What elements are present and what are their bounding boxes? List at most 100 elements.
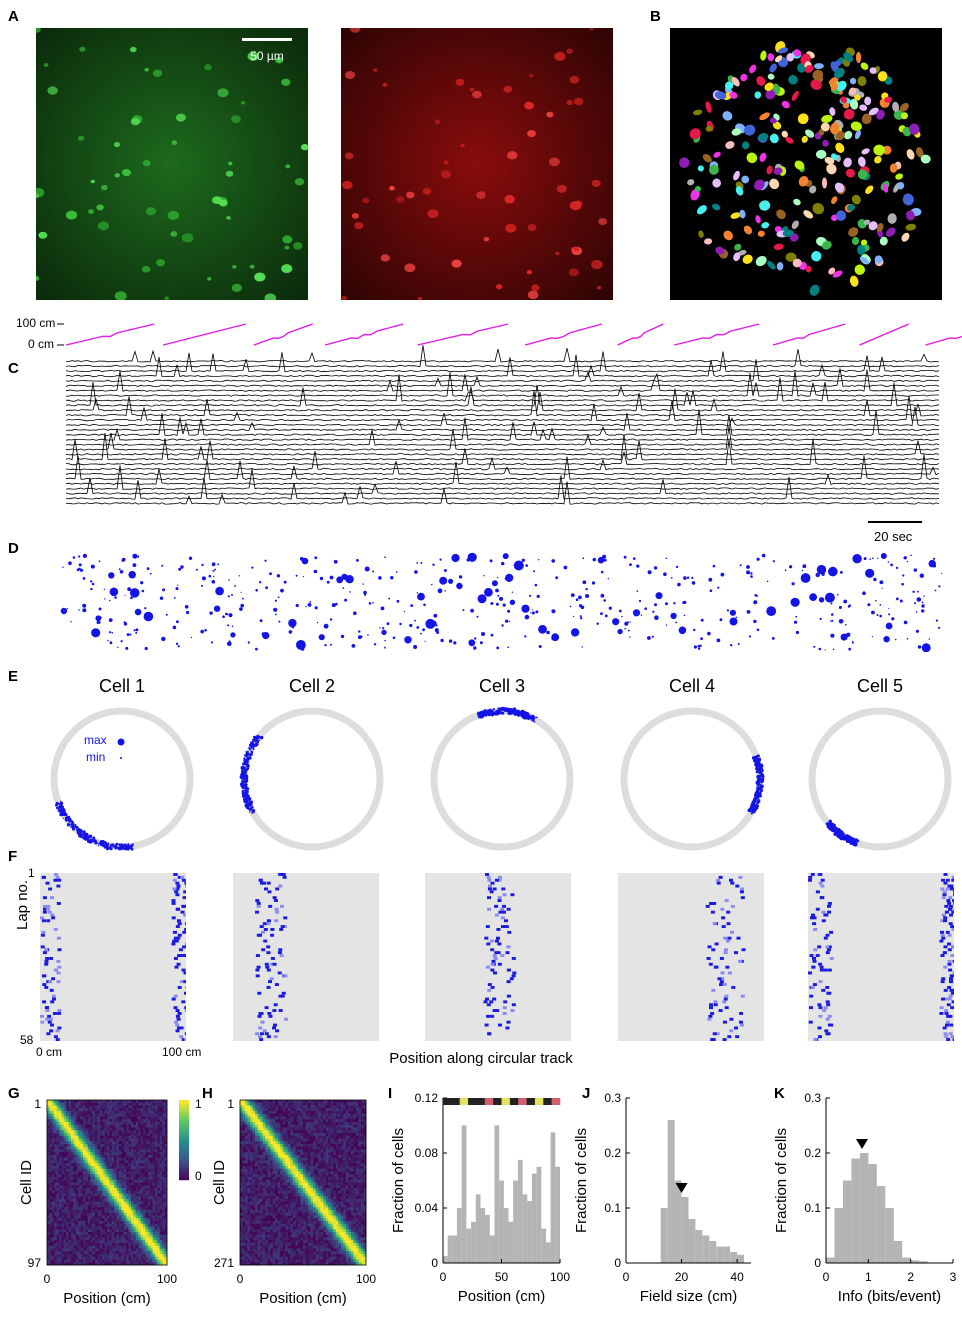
event-dot xyxy=(511,591,513,593)
heatmap-cell xyxy=(116,1133,120,1137)
heatmap-cell xyxy=(90,1157,93,1161)
heatmap-cell xyxy=(150,1174,153,1178)
heatmap-cell xyxy=(68,1201,72,1205)
heatmap-cell xyxy=(87,1196,91,1200)
event-dot xyxy=(288,618,297,628)
event-dot xyxy=(647,570,652,575)
heatmap-cell xyxy=(78,1212,81,1216)
heatmap-cell xyxy=(116,1223,120,1227)
roi-cell xyxy=(829,107,836,116)
event-dot xyxy=(404,636,412,644)
lap-event-bin xyxy=(51,977,56,981)
event-dot xyxy=(56,802,59,806)
roi-cell xyxy=(714,91,727,100)
roi-cell xyxy=(851,194,861,205)
heatmap-cell xyxy=(114,1127,117,1131)
heatmap-cell xyxy=(95,1157,98,1161)
lap-event-bin xyxy=(277,971,282,975)
heatmap-cell xyxy=(145,1119,149,1123)
heatmap-cell xyxy=(66,1155,69,1159)
event-dot xyxy=(97,844,100,847)
event-dot xyxy=(82,608,87,613)
heatmap-cell xyxy=(138,1135,141,1139)
heatmap-cell xyxy=(71,1100,74,1104)
event-dot xyxy=(575,598,579,601)
heatmap-cell xyxy=(87,1168,91,1172)
heatmap-cell xyxy=(104,1160,108,1164)
heatmap-cell xyxy=(59,1144,62,1148)
heatmap-cell xyxy=(75,1179,79,1183)
event-dot xyxy=(839,835,842,837)
roi-cell xyxy=(850,121,862,131)
event-dot xyxy=(848,647,852,651)
event-dot xyxy=(517,712,520,715)
heatmap-cell xyxy=(47,1226,50,1230)
heatmap-cell xyxy=(95,1223,98,1227)
lap-event-bin xyxy=(280,994,285,998)
heatmap-cell xyxy=(164,1108,168,1112)
circular-track xyxy=(430,707,574,851)
heatmap-cell xyxy=(155,1144,158,1148)
heatmap-cell xyxy=(114,1149,117,1153)
heatmap-cell xyxy=(63,1141,67,1145)
event-dot xyxy=(755,755,758,757)
heatmap-cell xyxy=(121,1196,125,1200)
event-dot xyxy=(538,645,542,648)
lap-event-bin xyxy=(185,922,186,926)
heatmap-cell xyxy=(128,1174,132,1178)
event-dot xyxy=(536,594,540,598)
heatmap-cell xyxy=(59,1196,62,1200)
heatmap-cell xyxy=(85,1166,89,1170)
heatmap-cell xyxy=(119,1199,122,1203)
heatmap-cell xyxy=(119,1188,122,1192)
heatmap-cell xyxy=(119,1210,122,1214)
heatmap-cell xyxy=(128,1146,132,1150)
cell-body xyxy=(546,111,554,118)
heatmap-cell xyxy=(128,1116,132,1120)
heatmap-cell xyxy=(138,1102,141,1106)
heatmap-cell xyxy=(85,1144,89,1148)
roi-cell xyxy=(766,165,773,175)
heatmap-cell xyxy=(73,1133,77,1137)
heatmap-cell xyxy=(104,1185,108,1189)
heatmap-cell xyxy=(145,1144,149,1148)
heatmap-cell xyxy=(87,1130,91,1134)
heatmap-cell xyxy=(90,1135,93,1139)
panel-label-j: J xyxy=(582,1085,591,1102)
heatmap-cell xyxy=(164,1182,168,1186)
heatmap-cell xyxy=(68,1223,72,1227)
heatmap-cell xyxy=(157,1102,161,1106)
event-dot xyxy=(852,838,856,842)
heatmap-cell xyxy=(145,1108,149,1112)
event-dot xyxy=(755,789,758,792)
event-dot xyxy=(364,566,370,572)
roi-cell xyxy=(897,182,905,190)
event-dot xyxy=(127,587,131,592)
heatmap-cell xyxy=(78,1218,81,1222)
heatmap-cell xyxy=(75,1201,79,1205)
event-dot xyxy=(833,828,836,831)
heatmap-cell xyxy=(90,1163,93,1167)
lap-event-bin xyxy=(40,945,45,949)
heatmap-cell xyxy=(92,1223,96,1227)
lap-event-bin xyxy=(50,896,55,900)
heatmap-cell xyxy=(78,1215,81,1219)
heatmap-cell xyxy=(119,1190,122,1194)
event-dot xyxy=(208,574,212,578)
event-dot xyxy=(109,847,113,851)
heatmap-cell xyxy=(56,1113,60,1117)
heatmap-cell xyxy=(121,1215,125,1219)
heatmap-cell xyxy=(97,1155,101,1159)
event-dot xyxy=(533,570,536,573)
event-dot xyxy=(372,602,374,604)
calcium-trace xyxy=(65,461,940,486)
heatmap-cell xyxy=(102,1111,105,1115)
event-dot xyxy=(934,589,937,592)
heatmap-cell xyxy=(159,1130,163,1134)
heatmap-cell xyxy=(145,1163,149,1167)
roi-cell xyxy=(722,111,733,121)
heatmap-cell xyxy=(133,1102,137,1106)
cell-body xyxy=(389,185,395,191)
event-dot xyxy=(523,711,527,715)
heatmap-cell xyxy=(61,1157,65,1161)
